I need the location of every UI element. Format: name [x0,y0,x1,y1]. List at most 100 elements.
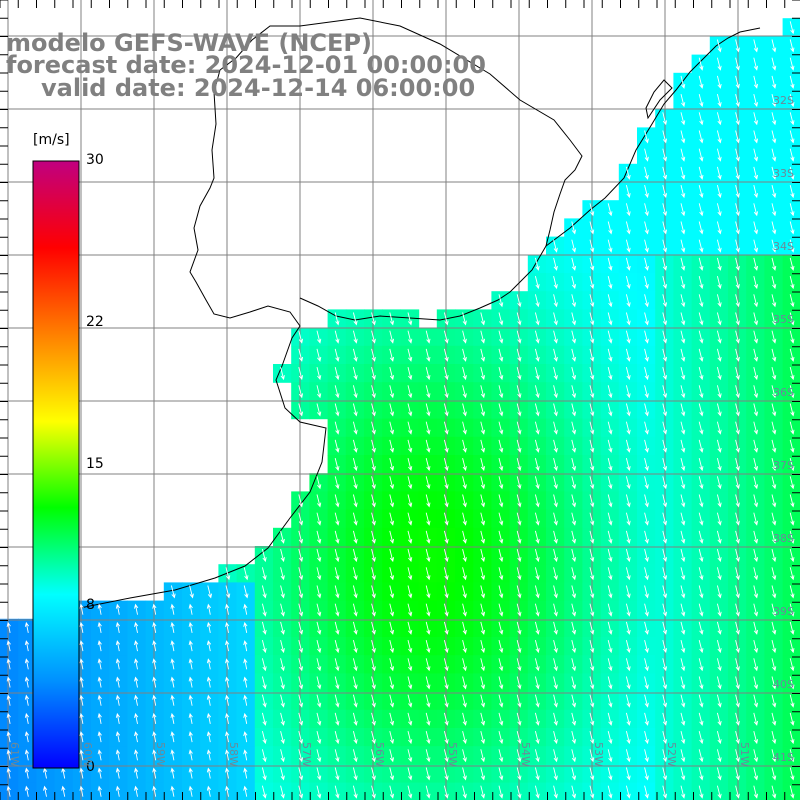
wind-arrow [589,348,595,362]
wind-arrow [298,494,304,508]
wind-arrow [316,603,322,617]
wind-arrow [480,712,486,726]
wind-arrow [662,275,668,290]
wind-arrow [152,603,157,615]
wind-arrow [24,731,30,743]
wind-arrow [97,676,102,688]
wind-arrow [644,312,649,326]
wind-arrow [352,639,358,654]
wind-arrow [607,621,613,635]
wind-arrow [735,530,740,544]
wind-arrow [189,585,194,599]
wind-arrow [280,785,285,799]
wind-arrow [789,403,795,417]
wind-arrow [152,731,157,743]
wind-arrow [716,658,722,672]
wind-arrow [716,530,722,544]
wind-arrow [152,640,157,652]
latitude-label: 40S [773,678,794,691]
wind-arrow [753,366,759,381]
wind-arrow [771,658,777,672]
wind-arrow [571,676,577,690]
wind-arrow [607,294,613,308]
wind-arrow [607,457,613,472]
wind-arrow [753,530,759,544]
wind-arrow [261,585,267,599]
wind-arrow [771,330,777,344]
wind-arrow [753,312,759,326]
wind-arrow [644,166,649,180]
wind-arrow [625,567,631,581]
wind-arrow [480,348,486,362]
wind-arrow [425,603,431,617]
wind-arrow [225,731,230,743]
wind-arrow [134,731,139,743]
model-title: modelo GEFS-WAVE (NCEP) [6,29,372,57]
wind-arrow [280,621,285,635]
wind-arrow [534,730,540,745]
wind-arrow [352,312,358,326]
wind-arrow [789,676,795,690]
wind-arrow [716,57,722,71]
wind-arrow [97,694,102,706]
wind-arrow [443,749,449,763]
wind-arrow [480,457,486,472]
wind-arrow [625,421,631,435]
wind-arrow [498,494,504,508]
wind-arrow [571,366,577,381]
wind-arrow [716,749,722,763]
wind-arrow [644,457,649,472]
wind-arrow [498,621,504,635]
wind-arrow [516,312,522,326]
wind-arrow [589,530,595,544]
wind-speed-field [0,18,800,800]
wind-arrow [352,366,358,381]
wind-arrow [134,658,139,670]
wind-arrow [443,694,449,708]
wind-arrow [589,239,595,253]
wind-arrow [152,676,157,688]
wind-arrow [316,585,322,599]
wind-arrow [407,621,413,635]
wind-arrow [316,639,322,654]
wind-arrow [571,621,577,635]
wind-arrow [789,148,795,162]
wind-arrow [735,730,740,745]
wind-arrow [407,385,413,399]
wind-arrow [188,694,193,706]
wind-arrow [735,130,740,144]
wind-arrow [298,676,304,690]
wind-arrow [298,730,304,745]
wind-arrow [6,785,11,797]
wind-arrow [589,403,595,417]
wind-arrow [334,694,340,708]
wind-arrow [789,93,795,108]
wind-arrow [425,767,431,781]
wind-arrow [607,658,613,672]
wind-arrow [407,476,413,490]
latitude-label: 39S [773,605,794,618]
wind-arrow [352,658,358,672]
wind-arrow [589,621,595,635]
wind-arrow [680,694,686,708]
wind-arrow [607,366,613,381]
wind-arrow [207,585,213,599]
wind-arrow [389,567,395,581]
wind-arrow [371,785,376,799]
wind-arrow [516,366,522,381]
wind-arrow [716,567,722,581]
wind-arrow [480,730,486,745]
wind-arrow [261,785,267,799]
wind-arrow [534,548,540,563]
wind-arrow [334,348,340,362]
wind-arrow [735,639,740,654]
wind-cell [782,637,800,656]
wind-arrow [771,494,777,508]
wind-arrow [206,621,212,633]
wind-arrow [298,512,304,526]
wind-arrow [789,512,795,526]
wind-arrow [316,548,322,563]
wind-arrow [553,312,558,326]
wind-arrow [498,639,504,654]
wind-arrow [79,694,84,706]
